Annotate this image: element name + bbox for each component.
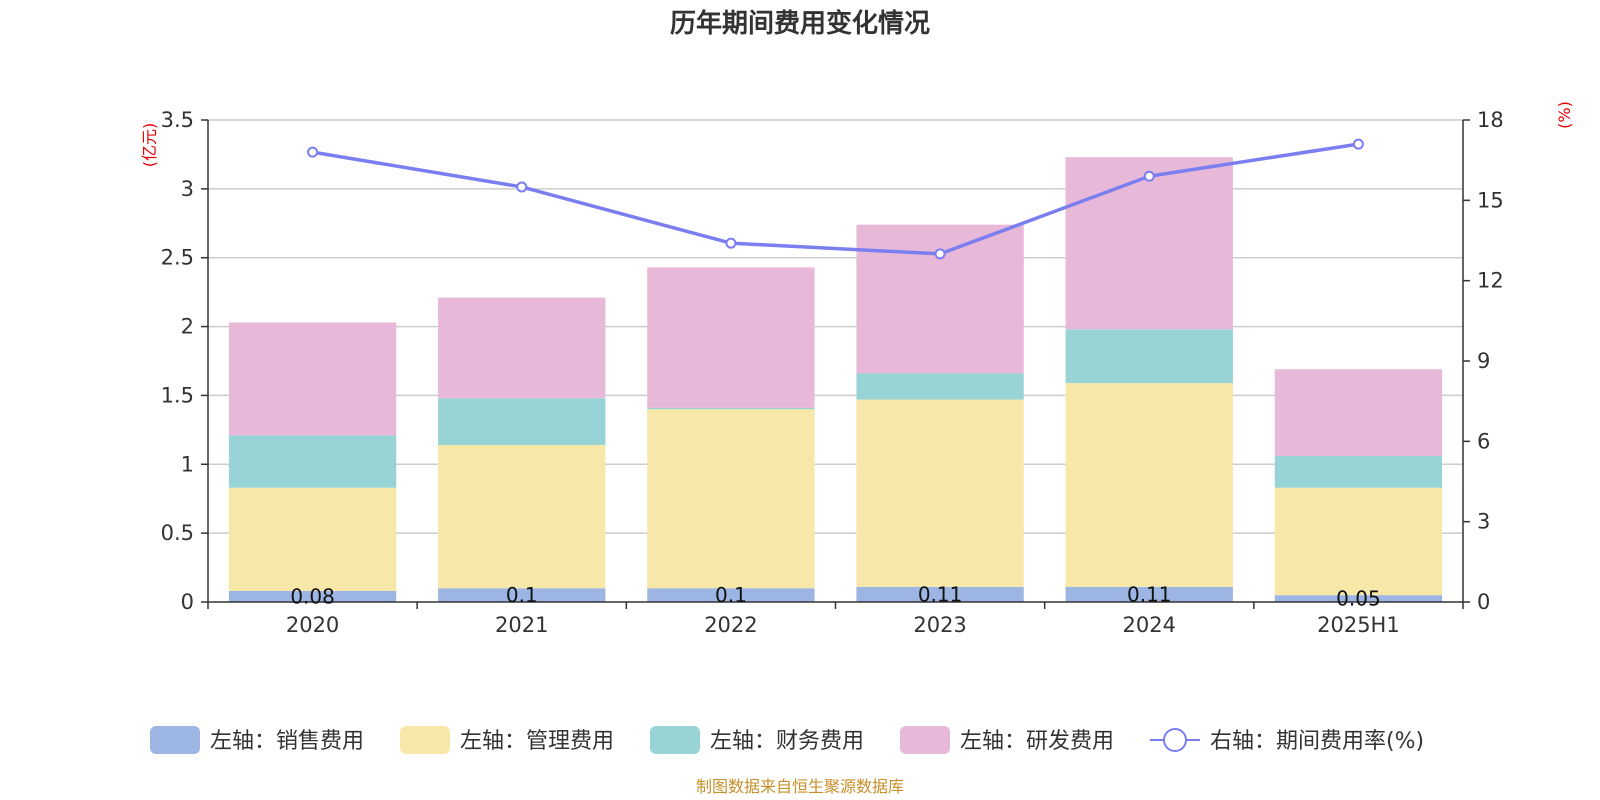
- rate-line-series: [307, 138, 1364, 260]
- rate-point: [516, 181, 528, 193]
- bar-series: [228, 157, 1443, 602]
- legend-label: 左轴：研发费用: [960, 729, 1114, 754]
- rate-line: [312, 142, 1359, 256]
- bar-segment: [438, 588, 606, 602]
- legend-swatch: [400, 726, 450, 754]
- bar-segment: [647, 588, 815, 602]
- gridlines: [208, 119, 1463, 534]
- left-axis-tick-label: 2: [181, 315, 194, 339]
- bar-segment: [647, 267, 815, 408]
- left-axis-tick-label: 0.5: [161, 521, 194, 545]
- left-axis-tick-label: 3.5: [161, 108, 194, 132]
- bar-data-label: 0.08: [290, 584, 335, 608]
- bar-segment: [1274, 456, 1443, 488]
- bar-segment: [856, 373, 1024, 400]
- right-axis-tick-label: 9: [1477, 349, 1490, 373]
- bar-segment: [438, 445, 606, 589]
- right-axis-tick-label: 12: [1477, 269, 1504, 293]
- left-axis-tick-label: 2.5: [161, 246, 194, 270]
- left-axis-tick-label: 3: [181, 177, 194, 201]
- x-axis-tick-label: 2024: [1123, 613, 1176, 637]
- legend-marker: [1163, 728, 1187, 752]
- x-axis-tick-label: 2022: [704, 613, 757, 637]
- right-axis-tick-label: 15: [1477, 188, 1504, 212]
- rate-point: [934, 248, 946, 260]
- chart-title: 历年期间费用变化情况: [670, 8, 930, 39]
- bar-segment: [856, 224, 1024, 374]
- rate-point: [307, 146, 319, 158]
- x-axis-tick-label: 2021: [495, 613, 548, 637]
- bar-segment: [647, 409, 815, 589]
- x-axis-tick-label: 2020: [286, 613, 339, 637]
- bar-segment: [438, 297, 606, 399]
- bar-segment: [228, 435, 397, 488]
- legend-swatch: [150, 726, 200, 754]
- x-axis-tick-label: 2023: [913, 613, 966, 637]
- bar-segment: [438, 398, 606, 446]
- legend-label: 右轴：期间费用率(%): [1210, 729, 1424, 754]
- bar-data-label: 0.1: [506, 583, 538, 607]
- rate-point: [1143, 170, 1155, 182]
- legend-label: 左轴：管理费用: [460, 729, 614, 754]
- right-axis-unit: (%): [1555, 101, 1574, 129]
- legend-swatch: [650, 726, 700, 754]
- source-note: 制图数据来自恒生聚源数据库: [696, 777, 904, 796]
- axes: 0 0.5 1 1.5 2 2.5 3 3.5 0 3 6 9 12 15 18 2020 2021 2022 20…: [161, 108, 1504, 637]
- bar-segment: [1274, 369, 1443, 457]
- right-axis-tick-label: 0: [1477, 590, 1490, 614]
- right-axis-tick-label: 18: [1477, 108, 1504, 132]
- bar-data-label: 0.11: [1127, 582, 1172, 606]
- bar-data-label: 0.11: [918, 582, 963, 606]
- rate-point: [725, 237, 737, 249]
- bar-segment: [647, 407, 815, 410]
- bar-segment: [856, 399, 1024, 587]
- bar-data-label: 0.1: [715, 583, 747, 607]
- rate-point: [1352, 138, 1364, 150]
- right-axis-tick-label: 6: [1477, 429, 1490, 453]
- legend-label: 左轴：销售费用: [210, 729, 364, 754]
- left-axis-tick-label: 1: [181, 452, 194, 476]
- legend: 左轴：销售费用 左轴：管理费用 左轴：财务费用 左轴：研发费用 右轴：期间费用率(%): [150, 726, 1424, 754]
- left-axis-tick-label: 1.5: [161, 383, 194, 407]
- bar-segment: [1065, 157, 1233, 330]
- left-axis-tick-label: 0: [181, 590, 194, 614]
- legend-label: 左轴：财务费用: [710, 729, 864, 754]
- bar-segment: [1065, 586, 1233, 602]
- bar-segment: [228, 590, 397, 602]
- legend-swatch: [900, 726, 950, 754]
- bar-segment: [856, 586, 1024, 602]
- bar-segment: [228, 322, 397, 436]
- bar-segment: [1274, 595, 1443, 602]
- left-axis-unit: (亿元): [140, 123, 159, 168]
- bar-segment: [1065, 383, 1233, 587]
- bar-segment: [1065, 329, 1233, 384]
- bar-segment: [228, 487, 397, 591]
- bar-data-label: 0.05: [1336, 587, 1381, 611]
- data-labels: 0.08 0.1 0.1 0.11 0.11 0.05: [290, 582, 1380, 610]
- right-axis-tick-label: 3: [1477, 510, 1490, 534]
- bar-segment: [1274, 487, 1443, 596]
- x-axis-tick-label: 2025H1: [1317, 613, 1400, 637]
